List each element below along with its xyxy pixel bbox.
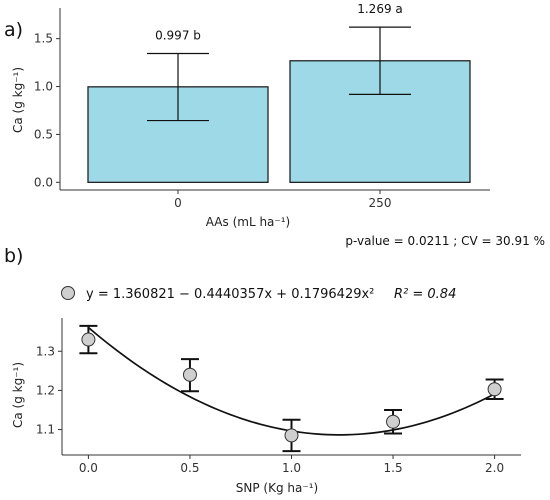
panel-b-x-tick-label: 1.0 (282, 461, 301, 475)
panel-b: b) y = 1.360821 − 0.4440357x + 0.1796429… (4, 245, 521, 495)
panel-a-stats-text: p-value = 0.0211 ; CV = 30.91 % (345, 234, 545, 248)
panel-a-y-tick-label: 1.5 (34, 32, 53, 46)
panel-a-y-axis-label: Ca (g kg⁻¹) (11, 67, 25, 133)
panel-b-y-tick-label: 1.3 (36, 344, 55, 358)
panel-a-x-tick-label: 250 (369, 196, 392, 210)
panel-b-data-point (284, 428, 299, 443)
panel-a-bars: 0.997 b 1.269 a (87, 2, 471, 183)
panel-b-axes: 1.1 1.2 1.3 0.0 0.5 1.0 1.5 2.0 (36, 318, 521, 475)
panel-b-legend: y = 1.360821 − 0.4440357x + 0.1796429x² … (61, 286, 456, 302)
panel-b-x-tick-label: 1.5 (384, 461, 403, 475)
panel-b-y-tick-label: 1.1 (36, 423, 55, 437)
panel-a-y-tick-label: 1.0 (34, 80, 53, 94)
panel-b-y-tick-label: 1.2 (36, 383, 55, 397)
panel-b-data-point (386, 414, 401, 429)
panel-b-data-point (487, 382, 502, 397)
panel-a-bar-label: 0.997 b (155, 29, 201, 43)
panel-b-data-point (182, 367, 197, 382)
panel-a-bar-label: 1.269 a (357, 2, 403, 16)
panel-a-x-axis-label: AAs (mL ha⁻¹) (206, 215, 290, 229)
panel-b-legend-marker (61, 286, 75, 300)
panel-b-label: b) (4, 245, 23, 267)
panel-a-y-tick-label: 0.5 (34, 127, 53, 141)
panel-a: a) 0.0 0.5 1.0 1.5 0 250 0.997 b 1.269 a AAs (… (4, 2, 545, 248)
panel-a-y-tick-label: 0.0 (34, 175, 53, 189)
panel-b-x-tick-label: 0.5 (180, 461, 199, 475)
panel-b-data-point (81, 332, 96, 347)
panel-b-r-squared: R² = 0.84 (394, 287, 456, 302)
panel-b-x-tick-label: 0.0 (79, 461, 98, 475)
panel-b-fit-curve (87, 326, 495, 436)
panel-b-points (79, 324, 504, 453)
panel-b-x-tick-label: 2.0 (485, 461, 504, 475)
panel-b-y-axis-label: Ca (g kg⁻¹) (11, 362, 25, 428)
panel-a-x-tick-label: 0 (174, 196, 182, 210)
panel-a-label: a) (4, 19, 23, 41)
panel-b-x-axis-label: SNP (Kg ha⁻¹) (236, 481, 318, 495)
panel-a-axes: 0.0 0.5 1.0 1.5 0 250 (34, 8, 490, 210)
panel-b-fit-equation: y = 1.360821 − 0.4440357x + 0.1796429x² (86, 287, 374, 302)
